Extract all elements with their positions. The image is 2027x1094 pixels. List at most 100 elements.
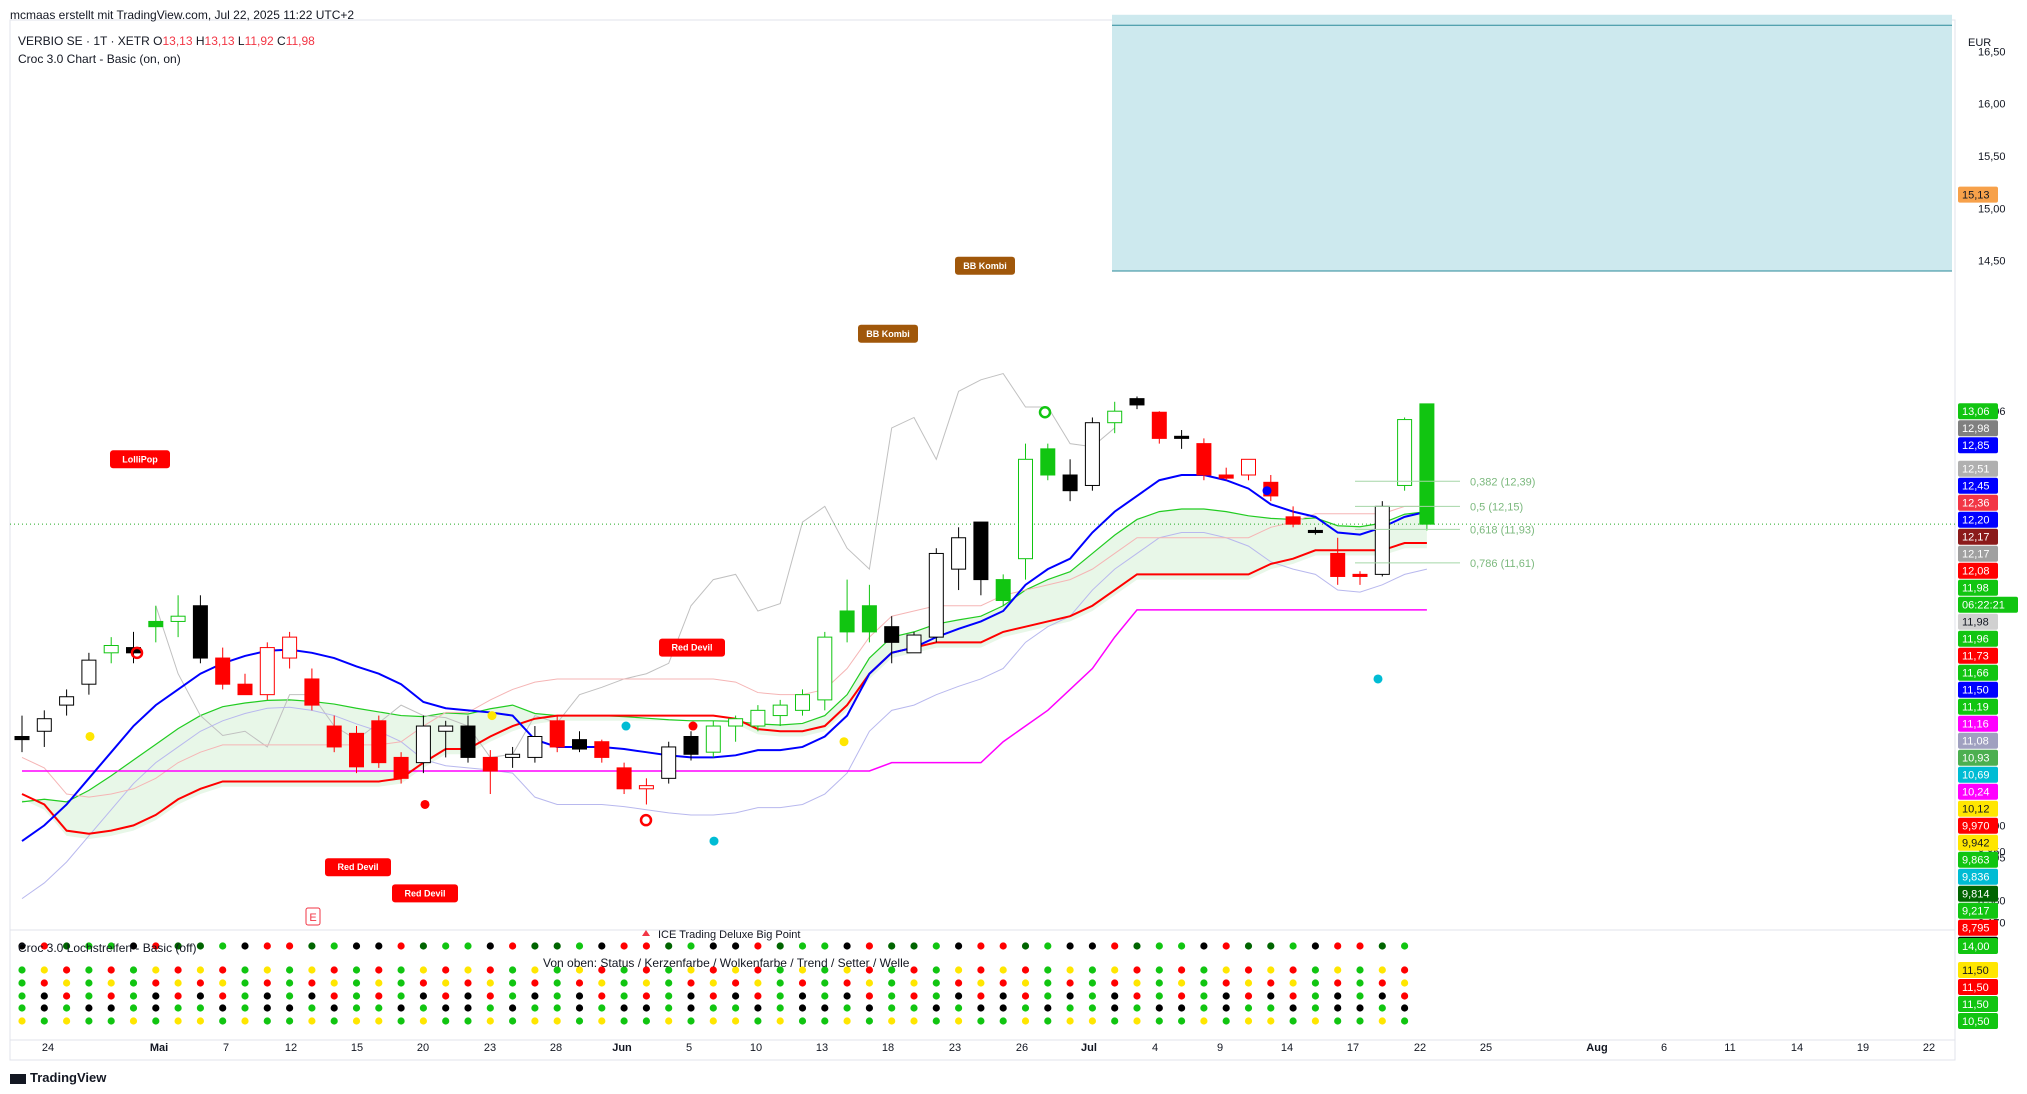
candle-body <box>237 683 253 696</box>
dot <box>1021 1004 1030 1012</box>
dot <box>40 1004 48 1012</box>
dot <box>508 979 517 987</box>
dot <box>1200 979 1208 987</box>
dot <box>1111 1017 1119 1025</box>
signal-dot <box>1373 674 1383 684</box>
candle-body <box>215 657 231 685</box>
dot <box>508 1017 517 1025</box>
price-axis-tick: 14,50 <box>1978 256 2006 268</box>
price-tag <box>1958 186 1998 203</box>
dot <box>352 966 361 974</box>
dot <box>397 942 405 950</box>
dot <box>575 1017 584 1025</box>
lower-indicator-label[interactable]: Croc 3.0 Lochstreifen - Basic (off) <box>18 941 197 955</box>
dot <box>1021 979 1030 987</box>
dot <box>665 1004 673 1012</box>
dot <box>598 992 606 1000</box>
candle-body <box>1084 422 1100 486</box>
signal-dot <box>1038 405 1052 419</box>
candle-body <box>1174 435 1190 439</box>
dot <box>910 979 918 987</box>
dot <box>1021 966 1030 974</box>
dot <box>754 1017 762 1025</box>
dot <box>40 992 48 1000</box>
price-tag-text: 11,19 <box>1962 702 1989 714</box>
candle-body <box>616 767 632 790</box>
symbol-line: VERBIO SE · 1T · XETR O13,13 H13,13 L11,… <box>18 34 315 48</box>
candle-body <box>951 537 967 570</box>
dot <box>1334 992 1342 1000</box>
dot <box>1289 1017 1297 1025</box>
price-tag <box>1958 732 1998 749</box>
dot <box>888 966 896 974</box>
tradingview-footer[interactable]: TradingView <box>10 1070 106 1085</box>
dot <box>375 1004 383 1012</box>
dot <box>932 1017 940 1025</box>
currency-label: EUR <box>1968 37 1991 49</box>
dot <box>63 992 71 1000</box>
dot <box>642 942 651 950</box>
dot <box>999 1004 1007 1012</box>
signal-badge-text: BB Kombi <box>866 329 910 339</box>
dot <box>375 992 383 1000</box>
dot <box>1356 1017 1364 1025</box>
dot <box>152 966 160 974</box>
price-tag <box>1958 613 1998 630</box>
time-axis-tick: 9 <box>1217 1042 1223 1054</box>
dot <box>442 1004 450 1012</box>
price-tag <box>1958 511 1998 528</box>
dot <box>1356 942 1364 950</box>
price-tag-text: 10,24 <box>1962 787 1990 799</box>
price-tag-text: 12,08 <box>1962 566 1990 578</box>
dot <box>1021 942 1030 950</box>
candle-body <box>683 735 699 755</box>
dot <box>1066 1017 1074 1025</box>
price-tag <box>1958 885 1998 902</box>
candle-body <box>973 521 989 581</box>
lower-price-tag <box>1958 979 1998 995</box>
dot <box>776 966 784 974</box>
dot <box>352 942 361 950</box>
dot <box>620 992 628 1000</box>
dot <box>1289 992 1297 1000</box>
time-axis-tick: 23 <box>484 1042 496 1054</box>
candle-body <box>14 735 30 741</box>
candle-body <box>1151 411 1167 439</box>
dot <box>821 966 829 974</box>
dot <box>219 966 227 974</box>
time-axis-tick: 22 <box>1923 1042 1935 1054</box>
price-tag <box>1958 460 1998 477</box>
dot <box>1356 992 1364 1000</box>
dot <box>732 992 740 1000</box>
dot-grid <box>18 942 1409 1025</box>
price-tag <box>1958 477 1998 494</box>
dot <box>330 979 338 987</box>
dot <box>1334 966 1342 974</box>
candles <box>14 396 1435 805</box>
dot <box>63 942 71 950</box>
dot <box>219 1017 227 1025</box>
dot <box>1289 1004 1297 1012</box>
dot <box>352 1004 361 1012</box>
dot <box>776 979 784 987</box>
price-tag <box>1958 698 1998 715</box>
price-tag <box>1958 800 1998 817</box>
dot <box>1222 1004 1230 1012</box>
time-axis-tick: 12 <box>285 1042 297 1054</box>
dot <box>1021 1017 1030 1025</box>
dot <box>821 979 829 987</box>
main-indicator-label[interactable]: Croc 3.0 Chart - Basic (on, on) <box>18 52 181 66</box>
dot <box>63 1004 71 1012</box>
dot <box>219 992 227 1000</box>
price-tag-text: 11,96 <box>1962 634 1989 646</box>
candle-body <box>36 718 52 732</box>
dot <box>1133 992 1141 1000</box>
signal-dot <box>130 646 144 660</box>
dot <box>397 979 405 987</box>
candle-body <box>572 739 587 750</box>
candle-body <box>1129 398 1145 406</box>
dot <box>1401 992 1409 1000</box>
symbol-name[interactable]: VERBIO SE · 1T · XETR <box>18 34 150 48</box>
dot <box>598 979 606 987</box>
